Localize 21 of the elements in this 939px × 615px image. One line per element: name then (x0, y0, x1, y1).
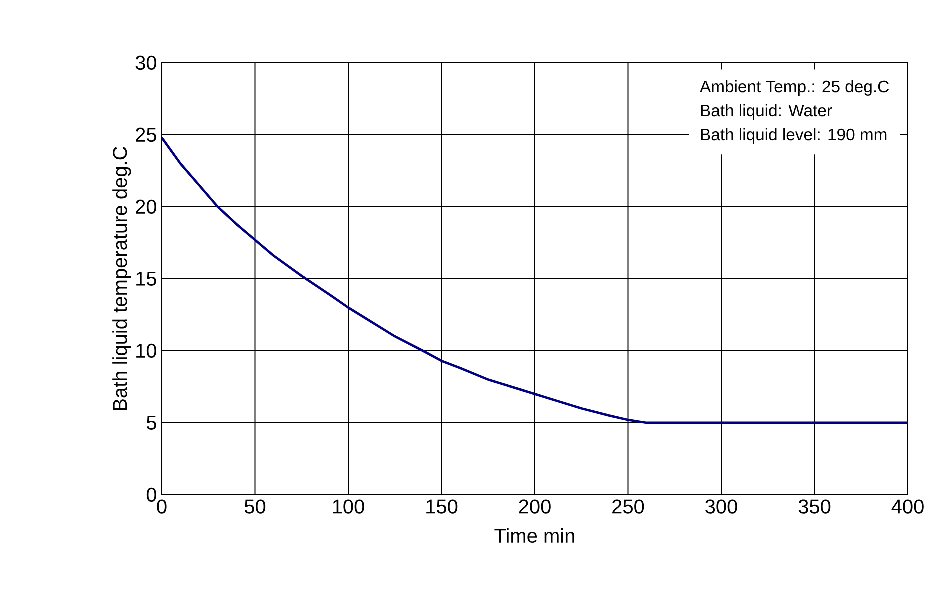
y-tick-label: 30 (136, 56, 156, 70)
x-axis-title: Time min (494, 528, 574, 544)
x-tick-label: 150 (426, 500, 458, 514)
x-tick-label: 350 (798, 500, 831, 514)
y-tick-label: 0 (146, 488, 156, 502)
x-tick-label: 300 (706, 500, 738, 514)
x-tick-label: 250 (612, 500, 644, 514)
annotation: Bath liquid level: 190 mm (701, 128, 887, 144)
x-tick-label: 400 (892, 500, 924, 514)
y-tick-label: 5 (146, 416, 156, 430)
y-tick-label: 10 (136, 344, 156, 358)
y-axis-title: Bath liquid temperature deg.C (112, 146, 132, 410)
x-tick-label: 100 (333, 500, 364, 514)
annotation: Ambient Temp.: 25 deg.C (700, 80, 889, 96)
y-tick-label: 20 (136, 200, 156, 214)
x-tick-label: 50 (244, 500, 266, 514)
x-tick-label: 200 (519, 500, 551, 514)
y-tick-label: 15 (136, 272, 156, 286)
y-tick-label: 25 (136, 128, 156, 142)
x-tick-label: 0 (157, 500, 167, 514)
annotation: Bath liquid: Water (701, 104, 832, 120)
